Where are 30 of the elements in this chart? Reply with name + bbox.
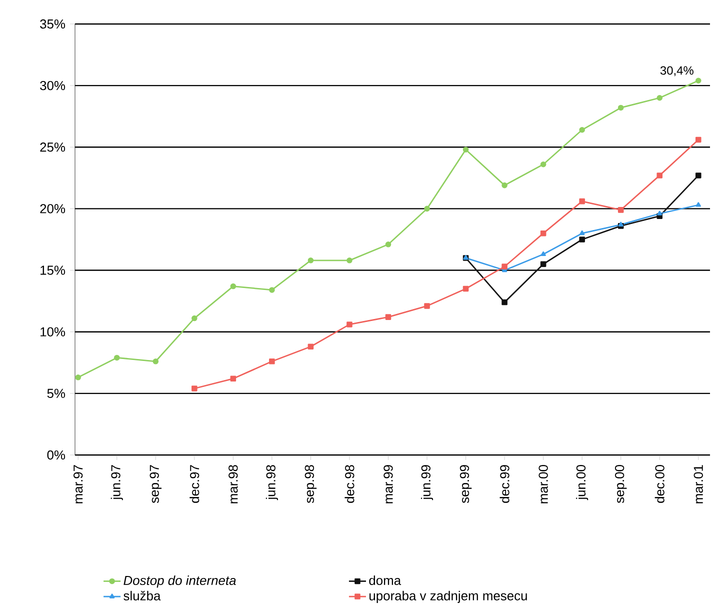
y-tick-label: 10% [40, 327, 66, 336]
x-tick-label: mar.97 [74, 465, 83, 504]
x-tick-label: jun.97 [110, 465, 123, 500]
y-tick-label: 5% [47, 388, 66, 398]
legend-label: služba [124, 590, 161, 600]
y-tick-label: 20% [40, 204, 66, 214]
x-tick-label: jun.99 [420, 465, 434, 500]
x-tick-label: jun.98 [266, 465, 278, 500]
x-tick-label: jun.00 [576, 465, 588, 500]
x-tick-label: mar.01 [694, 465, 703, 504]
y-tick-label: 15% [40, 266, 66, 275]
y-tick-label: 30% [40, 80, 66, 90]
legend-label: Dostop do interneta [124, 576, 236, 588]
x-tick-label: mar.00 [538, 465, 548, 504]
x-tick-label: dec.00 [654, 465, 664, 503]
legend-label: doma [369, 576, 402, 586]
x-tick-label: sep.97 [150, 465, 162, 504]
x-tick-label: sep.98 [304, 465, 317, 504]
y-tick-label: 0% [47, 450, 66, 460]
x-tick-label: mar.98 [228, 465, 238, 504]
x-tick-label: dec.97 [190, 465, 200, 503]
x-tick-label: sep.00 [614, 465, 627, 504]
x-tick-label: sep.99 [460, 465, 472, 504]
legend-label: uporaba v zadnjem mesecu [370, 590, 527, 603]
y-tick-label: 35% [40, 19, 66, 29]
x-tick-label: dec.99 [500, 465, 510, 503]
annotation: 30,4% [660, 66, 694, 76]
y-tick-label: 25% [40, 142, 66, 152]
x-tick-label: dec.98 [344, 465, 354, 503]
x-tick-label: mar.99 [384, 465, 393, 504]
